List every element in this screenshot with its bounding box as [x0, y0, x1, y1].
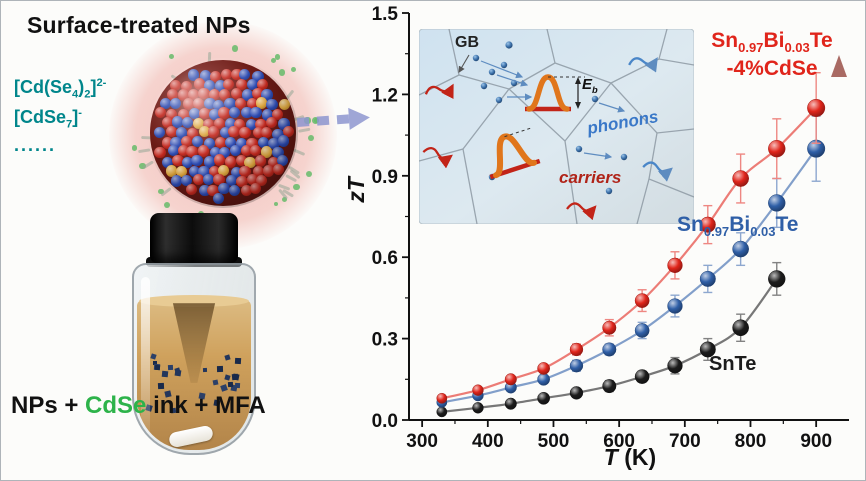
mechanism-inset: GB Eb phonons carriers [419, 29, 694, 224]
ink-particle [157, 382, 165, 389]
ink-particle [202, 368, 208, 373]
ink-particle [223, 354, 231, 361]
carriers-label: carriers [559, 168, 622, 187]
svg-text:0.0: 0.0 [372, 411, 398, 432]
ink-particle [219, 383, 228, 392]
svg-text:0.3: 0.3 [372, 330, 398, 351]
ink-vial [119, 213, 269, 457]
svg-text:300: 300 [406, 431, 438, 452]
trend-arrow-head [831, 55, 847, 77]
ink-caption: NPs + CdSe ink + MFA [11, 392, 266, 419]
electron-arrows [480, 60, 626, 160]
transfer-arrow [296, 107, 370, 130]
svg-text:1.2: 1.2 [372, 85, 398, 106]
svg-text:400: 400 [472, 431, 504, 452]
ink-particle [216, 365, 223, 373]
nanoparticle-graphic [148, 58, 298, 208]
precursor-formula-1: [Cd(Se4)2]2- [14, 77, 107, 101]
vial-cap [150, 213, 238, 263]
ligand-dot [278, 69, 286, 76]
precursor-formula-2: [CdSe7]- [14, 107, 82, 131]
svg-text:800: 800 [735, 431, 767, 452]
ligand-dot [274, 54, 280, 60]
ligand-dot [158, 188, 165, 195]
svg-text:500: 500 [538, 431, 570, 452]
ligand-dot [168, 54, 174, 60]
ligand-dot [307, 134, 314, 142]
svg-text:0.9: 0.9 [372, 167, 398, 188]
series-label-snte: SnTe [709, 353, 757, 375]
glass-highlight [141, 277, 150, 435]
energy-barrier-lower [489, 127, 541, 180]
panel-title: Surface-treated NPs [27, 12, 251, 38]
svg-text:0.6: 0.6 [372, 248, 398, 269]
svg-text:900: 900 [800, 431, 832, 452]
ink-particle [167, 364, 173, 370]
nanoparticle-shading [148, 58, 298, 208]
ink-particle [224, 374, 231, 381]
series-Sn0.97Bi0.03Te-4%CdSe [436, 71, 826, 404]
series-label-cdse-line1: Sn0.97Bi0.03Te [711, 29, 833, 56]
chart-panel: 300 400 500 600 700 800 900 0.0 0.3 0.6 0.9 1.2 1.5 [341, 1, 865, 480]
ink-particle [232, 373, 240, 381]
ink-particle [234, 383, 240, 389]
phonon-waves [628, 57, 673, 182]
ligand-dot [274, 201, 279, 206]
ink-particle [227, 381, 234, 387]
inset-background [419, 29, 694, 224]
vial-glass-body [132, 263, 256, 455]
inset-illustration [419, 29, 694, 224]
series-label-cdse-line2: -4%CdSe [726, 57, 818, 80]
ink-particle [234, 358, 242, 365]
y-axis-label: zT [343, 177, 369, 203]
energy-barrier-top [525, 74, 585, 112]
ligand-dot [232, 45, 239, 52]
ligand-dot [281, 196, 287, 203]
electron-dots [472, 41, 628, 195]
ligand-dot [164, 202, 170, 209]
series-Sn0.97Bi0.03Te [436, 115, 826, 408]
liquid-surface [139, 295, 249, 307]
x-axis-label: T (K) [603, 444, 657, 470]
precursor-formula-ellipsis: ...... [14, 135, 57, 155]
ligand-dot [305, 170, 312, 178]
ligand-dot [292, 183, 300, 191]
eb-label: Eb [582, 76, 598, 95]
zt-chart: 300 400 500 600 700 800 900 0.0 0.3 0.6 0.9 1.2 1.5 [372, 4, 849, 452]
svg-text:700: 700 [669, 431, 701, 452]
ink-particle [150, 353, 157, 360]
grain-boundaries [419, 29, 694, 224]
gb-pointer [458, 54, 470, 73]
ligand-dot [312, 117, 320, 125]
svg-text:600: 600 [603, 431, 635, 452]
ligand-shell [113, 23, 333, 243]
ligand-dot [290, 67, 296, 73]
ligand-dot [270, 57, 277, 63]
ink-particle [212, 380, 219, 386]
svg-text:1.5: 1.5 [372, 4, 399, 25]
gb-label: GB [455, 34, 479, 51]
ligand-dot [131, 145, 138, 151]
series-label-bi: Sn0.97Bi0.03Te [677, 213, 799, 240]
vial-ink-liquid [137, 295, 251, 450]
series-SnTe [436, 261, 786, 418]
series-label-cdse: Sn0.97Bi0.03Te -4%CdSe [691, 27, 853, 83]
carrier-waves [422, 83, 597, 221]
ink-particle [161, 371, 168, 378]
